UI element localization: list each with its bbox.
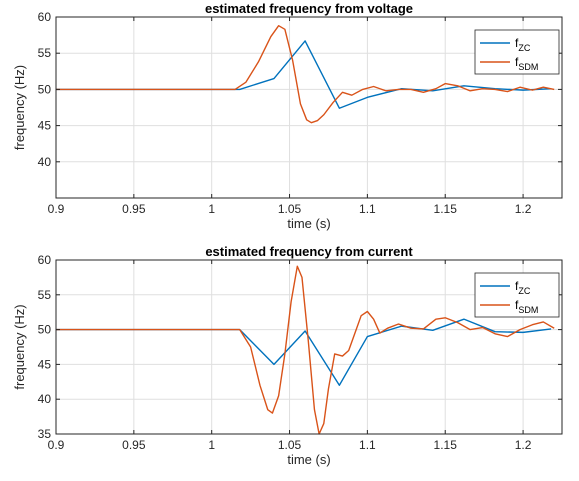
x-tick-label: 1.2 [515, 202, 532, 216]
x-tick-label: 1 [208, 438, 215, 452]
x-tick-label: 0.9 [48, 438, 65, 452]
x-tick-label: 1.15 [434, 438, 458, 452]
x-tick-label: 1.2 [515, 438, 532, 452]
y-tick-label: 50 [38, 82, 52, 96]
legend-entry-sdm: fSDM [515, 55, 538, 72]
legend-entry-sdm: fSDM [515, 298, 538, 315]
x-tick-label: 0.95 [122, 202, 146, 216]
y-tick-label: 60 [38, 253, 52, 267]
series-line-sdm [56, 265, 555, 435]
x-tick-label: 1.05 [278, 202, 302, 216]
y-tick-label: 55 [38, 288, 52, 302]
y-tick-label: 35 [38, 427, 52, 441]
x-tick-label: 1.05 [278, 438, 302, 452]
x-tick-label: 0.9 [48, 202, 65, 216]
y-tick-label: 60 [38, 10, 52, 24]
y-tick-label: 55 [38, 46, 52, 60]
legend-name-base: f [515, 36, 519, 50]
axes-box [55, 16, 563, 199]
legend-box [474, 272, 560, 318]
chart-current: 0.9 0.95 1 1.05 1.1 1.15 1.2 35 40 45 50 55 60 estima… [12, 244, 563, 467]
x-tick-label: 1.15 [434, 202, 458, 216]
y-axis-label: frequency (Hz) [12, 304, 27, 389]
series-line-zc [56, 40, 552, 109]
chart-voltage: 0.9 0.95 1 1.05 1.1 1.15 1.2 40 45 50 55 60 estimate… [12, 1, 563, 231]
x-axis-label: time (s) [287, 216, 330, 231]
x-tick-label: 0.95 [122, 438, 146, 452]
chart-title: estimated frequency from voltage [205, 1, 413, 16]
x-tick-label: 1.1 [359, 438, 376, 452]
legend-entry-zc: fZC [515, 279, 531, 296]
legend-box [474, 29, 560, 75]
y-tick-label: 45 [38, 357, 52, 371]
x-tick-label: 1.1 [359, 202, 376, 216]
legend-name-base: f [515, 55, 519, 69]
series-line-sdm [56, 24, 555, 124]
legend-name-base: f [515, 279, 519, 293]
x-axis-label: time (s) [287, 452, 330, 467]
legend-name-sub: ZC [518, 286, 530, 296]
y-tick-label: 50 [38, 323, 52, 337]
legend-entry-zc: fZC [515, 36, 531, 53]
legend-name-sub: SDM [518, 305, 538, 315]
y-tick-label: 45 [38, 119, 52, 133]
chart-title: estimated frequency from current [205, 244, 413, 259]
y-axis-label: frequency (Hz) [12, 65, 27, 150]
legend-name-base: f [515, 298, 519, 312]
axes-box [55, 259, 563, 435]
y-tick-label: 40 [38, 155, 52, 169]
legend-name-sub: ZC [518, 43, 530, 53]
x-tick-label: 1 [208, 202, 215, 216]
legend-name-sub: SDM [518, 62, 538, 72]
y-tick-label: 40 [38, 392, 52, 406]
